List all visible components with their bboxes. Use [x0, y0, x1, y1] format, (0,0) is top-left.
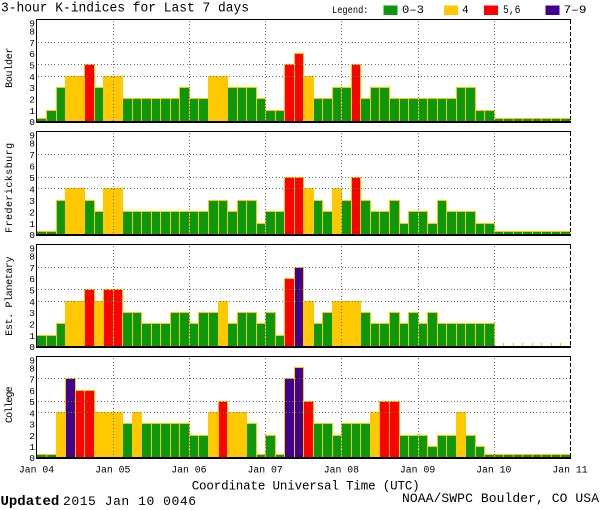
svg-text:9: 9 [29, 355, 35, 366]
svg-text:0: 0 [29, 342, 35, 353]
svg-text:5,6: 5,6 [503, 5, 521, 17]
svg-text:Jan 11: Jan 11 [552, 464, 587, 475]
svg-text:Jan 05: Jan 05 [95, 464, 130, 475]
svg-text:Jan 06: Jan 06 [171, 464, 206, 475]
svg-text:2015 Jan 10 0046: 2015 Jan 10 0046 [63, 494, 196, 509]
svg-text:7: 7 [29, 38, 35, 49]
svg-text:3: 3 [29, 420, 35, 431]
svg-text:Jan 07: Jan 07 [247, 464, 282, 475]
svg-text:2: 2 [29, 431, 35, 442]
svg-text:4: 4 [462, 5, 469, 17]
svg-text:1: 1 [29, 106, 35, 117]
svg-text:8: 8 [29, 252, 35, 263]
svg-text:9: 9 [29, 130, 35, 141]
svg-text:Jan 08: Jan 08 [324, 464, 359, 475]
svg-text:5: 5 [29, 286, 35, 297]
svg-text:8: 8 [29, 363, 35, 374]
svg-text:College: College [4, 386, 16, 423]
svg-text:Jan 04: Jan 04 [19, 464, 54, 475]
svg-text:0: 0 [29, 230, 35, 241]
svg-text:Boulder: Boulder [4, 47, 16, 87]
svg-text:4: 4 [29, 184, 35, 195]
svg-text:5: 5 [29, 173, 35, 184]
svg-text:8: 8 [29, 27, 35, 38]
svg-text:5: 5 [29, 61, 35, 72]
svg-text:2: 2 [29, 95, 35, 106]
svg-text:7: 7 [29, 263, 35, 274]
svg-text:0: 0 [29, 117, 35, 128]
svg-text:7: 7 [29, 150, 35, 161]
svg-text:6: 6 [29, 162, 35, 173]
svg-text:2: 2 [29, 320, 35, 331]
svg-text:2: 2 [29, 207, 35, 218]
svg-text:Fredericksburg: Fredericksburg [4, 143, 16, 233]
svg-text:3-hour K-indices for Last 7 da: 3-hour K-indices for Last 7 days [1, 1, 249, 16]
svg-text:8: 8 [29, 139, 35, 150]
svg-text:7–9: 7–9 [564, 5, 587, 17]
svg-text:4: 4 [29, 72, 35, 83]
svg-text:Jan 09: Jan 09 [400, 464, 435, 475]
svg-text:9: 9 [29, 243, 35, 254]
svg-text:1: 1 [29, 219, 35, 230]
svg-text:3: 3 [29, 83, 35, 94]
svg-text:NOAA/SWPC Boulder, CO USA: NOAA/SWPC Boulder, CO USA [402, 491, 599, 506]
svg-text:6: 6 [29, 386, 35, 397]
svg-text:0: 0 [29, 453, 35, 464]
svg-text:Legend:: Legend: [332, 5, 369, 17]
svg-text:4: 4 [29, 408, 35, 419]
svg-text:5: 5 [29, 397, 35, 408]
svg-text:6: 6 [29, 49, 35, 60]
svg-text:3: 3 [29, 308, 35, 319]
svg-text:Jan 10: Jan 10 [476, 464, 511, 475]
svg-text:6: 6 [29, 274, 35, 285]
svg-text:4: 4 [29, 297, 35, 308]
svg-text:Updated: Updated [1, 494, 60, 510]
svg-text:0–3: 0–3 [402, 5, 424, 17]
svg-text:9: 9 [29, 18, 35, 29]
svg-text:7: 7 [29, 375, 35, 386]
svg-text:1: 1 [29, 442, 35, 453]
svg-text:Coordinate Universal Time (UTC: Coordinate Universal Time (UTC) [192, 480, 420, 494]
svg-text:3: 3 [29, 196, 35, 207]
svg-text:1: 1 [29, 331, 35, 342]
svg-text:Est. Planetary: Est. Planetary [4, 256, 16, 335]
